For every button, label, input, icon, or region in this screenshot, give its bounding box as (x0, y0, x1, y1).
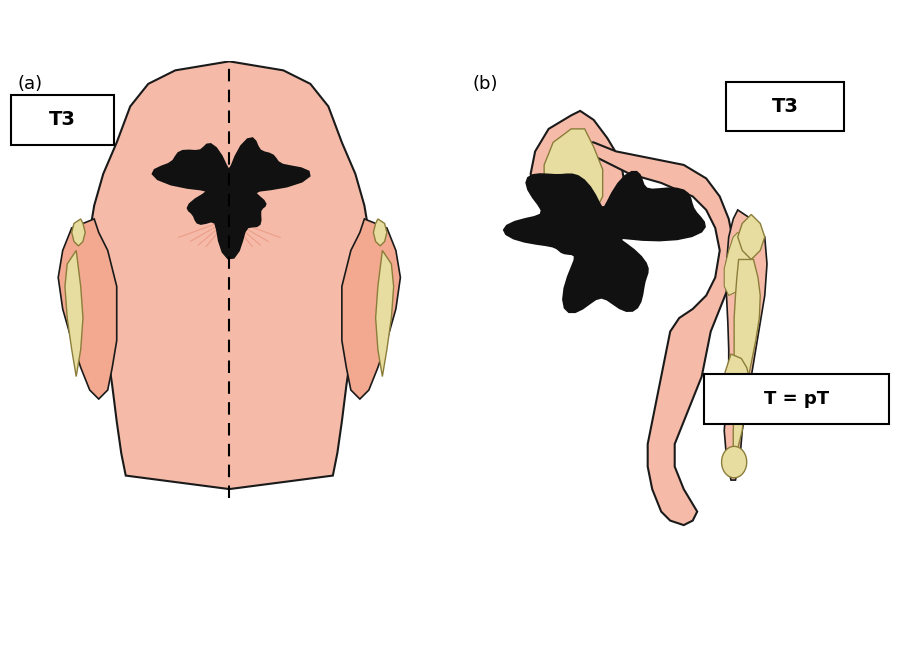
Text: T3: T3 (49, 110, 76, 129)
Text: (a): (a) (17, 75, 43, 93)
Polygon shape (530, 111, 625, 241)
FancyBboxPatch shape (727, 82, 844, 131)
Polygon shape (721, 446, 747, 478)
Polygon shape (89, 62, 369, 489)
Polygon shape (72, 219, 85, 246)
Polygon shape (375, 251, 394, 377)
Text: T = pT: T = pT (763, 390, 829, 408)
Polygon shape (58, 219, 117, 399)
Polygon shape (503, 171, 706, 313)
Polygon shape (572, 143, 733, 525)
Polygon shape (341, 219, 401, 399)
Polygon shape (544, 129, 603, 233)
Polygon shape (733, 259, 761, 449)
Polygon shape (65, 251, 83, 377)
Text: (b): (b) (472, 75, 498, 93)
FancyBboxPatch shape (11, 95, 114, 145)
Polygon shape (724, 233, 751, 296)
Polygon shape (738, 214, 765, 259)
Polygon shape (373, 219, 387, 246)
Text: T3: T3 (771, 97, 799, 116)
Polygon shape (723, 354, 749, 399)
Polygon shape (724, 210, 767, 480)
FancyBboxPatch shape (704, 375, 888, 424)
Polygon shape (152, 137, 310, 259)
